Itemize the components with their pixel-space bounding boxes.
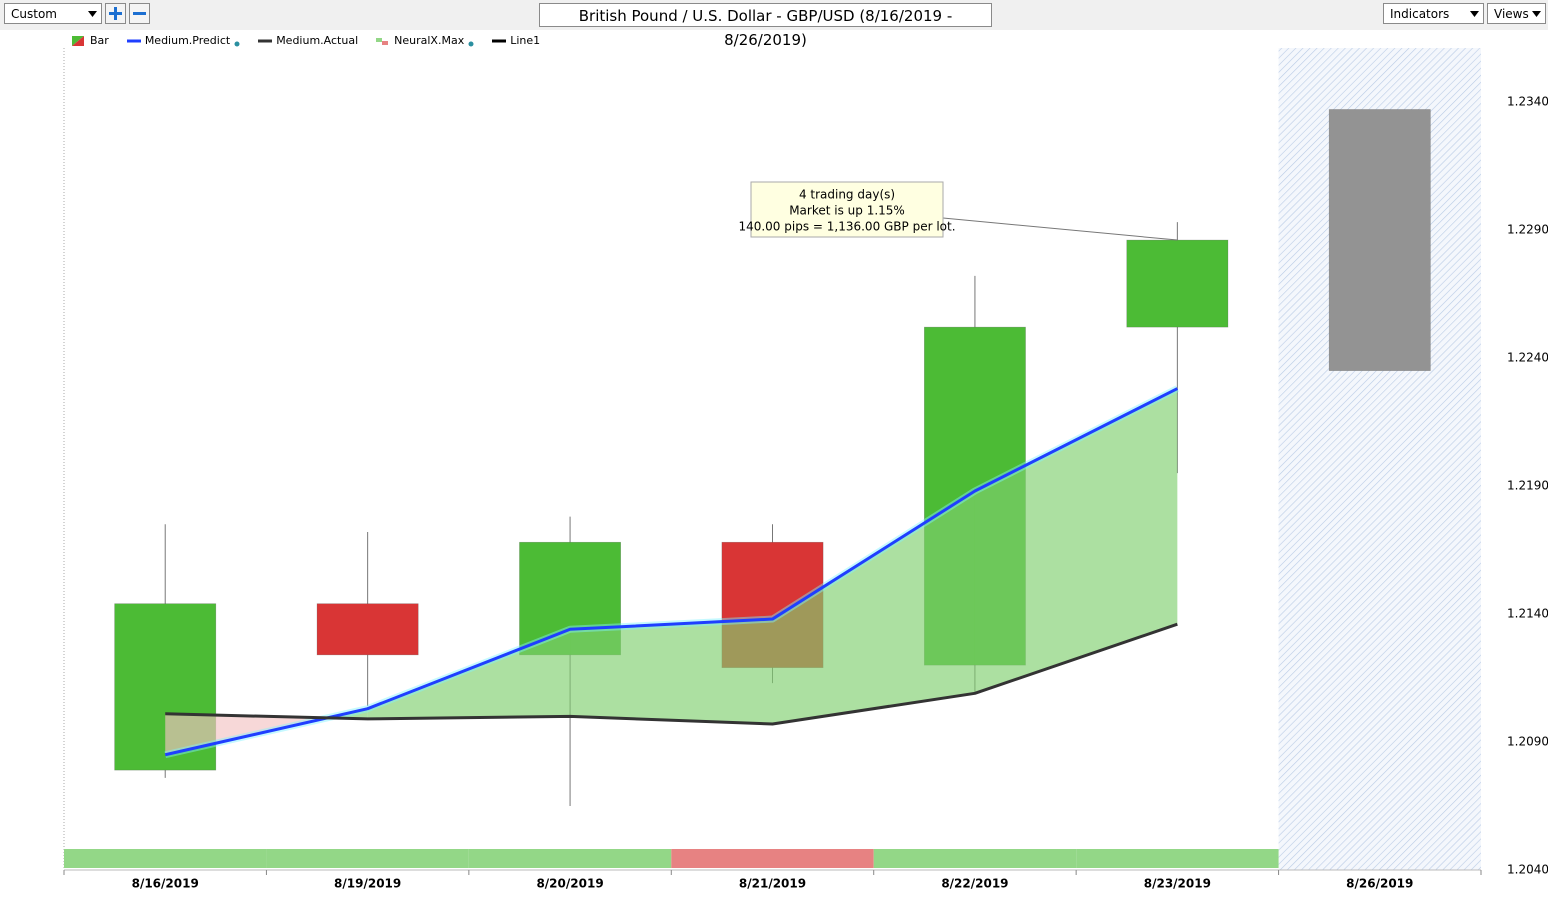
- y-tick-label: 1.2340: [1507, 94, 1548, 108]
- preset-label: Custom: [11, 7, 57, 21]
- x-tick-label: 8/21/2019: [739, 877, 806, 891]
- spread-fill: [570, 619, 773, 725]
- legend-item: NeuralX.Max: [376, 34, 474, 47]
- dot: [234, 41, 240, 46]
- x-tick-label: 8/16/2019: [132, 877, 199, 891]
- annotation-text: 140.00 pips = 1,136.00 GBP per lot.: [738, 220, 955, 234]
- legend-icon: [258, 39, 273, 42]
- legend-label: Medium.Predict: [144, 34, 231, 47]
- zoom-out-button[interactable]: [129, 3, 150, 24]
- icon-part: [72, 35, 84, 46]
- legend: Bar Medium.Predict Medium.Actual NeuralX.Ma…: [72, 34, 540, 47]
- zoom-in-button[interactable]: [105, 3, 126, 24]
- legend-dot: [468, 41, 474, 46]
- x-tick-label: 8/20/2019: [536, 877, 603, 891]
- x-tick-label: 8/22/2019: [941, 877, 1008, 891]
- legend-icon: [376, 37, 389, 45]
- plus-icon: [109, 7, 122, 20]
- signal-strip: [873, 849, 1077, 868]
- signal-strip: [266, 849, 469, 868]
- icon-part: [376, 37, 383, 42]
- legend-label: NeuralX.Max: [394, 34, 465, 47]
- arrow: [88, 11, 97, 17]
- legend-item: Medium.Predict: [126, 34, 240, 47]
- y-tick-label: 1.2040: [1507, 863, 1548, 877]
- legend-label: Line1: [510, 34, 541, 47]
- signal-strip: [64, 849, 267, 868]
- legend-item: Bar: [72, 34, 109, 47]
- legend-label: Medium.Actual: [276, 34, 359, 47]
- signal-strip: [468, 849, 672, 868]
- y-tick-label: 1.2090: [1507, 734, 1548, 748]
- candle-body: [1126, 239, 1229, 328]
- indicators-dropdown[interactable]: Indicators: [1383, 3, 1484, 24]
- legend-icon: [492, 39, 507, 42]
- legend-icon: [126, 39, 141, 42]
- x-tick-label: 8/26/2019: [1346, 877, 1413, 891]
- legend-dot: [234, 41, 240, 46]
- signal-strip: [671, 849, 874, 868]
- chart-title: British Pound / U.S. Dollar - GBP/USD (8…: [539, 3, 992, 49]
- series-line: [165, 622, 1178, 726]
- signal-strip: [1076, 849, 1279, 868]
- indicators-label: Indicators: [1390, 7, 1450, 21]
- x-tick-label: 8/23/2019: [1144, 877, 1211, 891]
- y-tick-label: 1.2190: [1507, 478, 1548, 492]
- x-tick-label: 8/19/2019: [334, 877, 401, 891]
- y-tick-label: 1.2240: [1507, 350, 1548, 364]
- y-tick-label: 1.2290: [1507, 222, 1548, 236]
- candle-body: [316, 603, 419, 656]
- annotation-leader: [942, 217, 1178, 241]
- views-dropdown[interactable]: Views: [1487, 3, 1546, 24]
- legend-icon: [72, 35, 84, 46]
- annotation-text: Market is up 1.15%: [789, 204, 905, 218]
- spread-fill: [367, 629, 571, 719]
- preset-dropdown[interactable]: Custom: [4, 3, 102, 24]
- views-label: Views: [1494, 7, 1529, 21]
- spread-fill: [772, 491, 975, 725]
- legend-item: Medium.Actual: [258, 34, 358, 47]
- annotation-box: [750, 181, 944, 238]
- y-tick-label: 1.2140: [1507, 606, 1548, 620]
- icon-part: [382, 40, 389, 45]
- toolbar: Custom British Pound / U.S. Dollar - GBP…: [0, 0, 1548, 49]
- arrow: [1532, 11, 1541, 17]
- minus-icon: [133, 12, 146, 15]
- legend-label: Bar: [90, 34, 109, 47]
- spread-fill: [974, 388, 1178, 694]
- dot: [468, 41, 474, 46]
- candle-body: [1328, 109, 1431, 371]
- legend-item: Line1: [492, 34, 540, 47]
- annotation-text: 4 trading day(s): [799, 188, 895, 202]
- arrow: [1470, 11, 1479, 17]
- series-line: [164, 387, 1179, 757]
